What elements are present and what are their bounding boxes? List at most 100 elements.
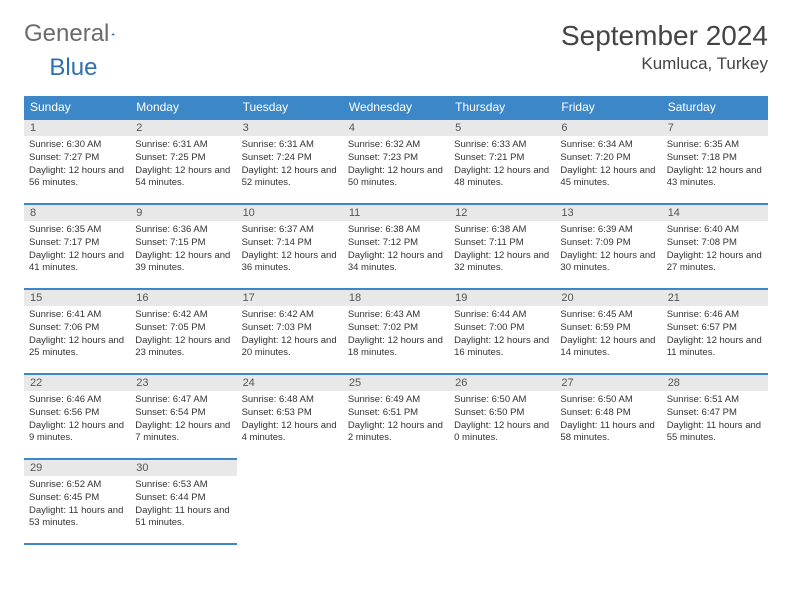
calendar-cell: 26Sunrise: 6:50 AMSunset: 6:50 PMDayligh…: [449, 374, 555, 459]
calendar-cell: 15Sunrise: 6:41 AMSunset: 7:06 PMDayligh…: [24, 289, 130, 374]
calendar-week-row: 8Sunrise: 6:35 AMSunset: 7:17 PMDaylight…: [24, 204, 768, 289]
calendar-cell: 16Sunrise: 6:42 AMSunset: 7:05 PMDayligh…: [130, 289, 236, 374]
day-number: 30: [130, 460, 236, 476]
day-details: Sunrise: 6:32 AMSunset: 7:23 PMDaylight:…: [343, 136, 449, 194]
day-details: Sunrise: 6:38 AMSunset: 7:11 PMDaylight:…: [449, 221, 555, 279]
calendar-cell: 14Sunrise: 6:40 AMSunset: 7:08 PMDayligh…: [662, 204, 768, 289]
title-block: September 2024 Kumluca, Turkey: [561, 20, 768, 74]
calendar-cell: 1Sunrise: 6:30 AMSunset: 7:27 PMDaylight…: [24, 119, 130, 204]
day-details: Sunrise: 6:48 AMSunset: 6:53 PMDaylight:…: [237, 391, 343, 449]
day-details: Sunrise: 6:31 AMSunset: 7:25 PMDaylight:…: [130, 136, 236, 194]
day-details: Sunrise: 6:50 AMSunset: 6:48 PMDaylight:…: [555, 391, 661, 449]
day-details: Sunrise: 6:36 AMSunset: 7:15 PMDaylight:…: [130, 221, 236, 279]
day-number: 1: [24, 120, 130, 136]
logo-triangle-icon: [111, 25, 115, 43]
calendar-cell: 28Sunrise: 6:51 AMSunset: 6:47 PMDayligh…: [662, 374, 768, 459]
calendar-cell: 9Sunrise: 6:36 AMSunset: 7:15 PMDaylight…: [130, 204, 236, 289]
day-number: 2: [130, 120, 236, 136]
month-title: September 2024: [561, 20, 768, 52]
day-details: Sunrise: 6:44 AMSunset: 7:00 PMDaylight:…: [449, 306, 555, 364]
day-number: 19: [449, 290, 555, 306]
logo-text-general: General: [24, 20, 109, 48]
calendar-cell: 27Sunrise: 6:50 AMSunset: 6:48 PMDayligh…: [555, 374, 661, 459]
calendar-cell: [662, 459, 768, 544]
calendar-cell: 18Sunrise: 6:43 AMSunset: 7:02 PMDayligh…: [343, 289, 449, 374]
day-details: Sunrise: 6:42 AMSunset: 7:03 PMDaylight:…: [237, 306, 343, 364]
day-number: 6: [555, 120, 661, 136]
day-number: 12: [449, 205, 555, 221]
weekday-header: Tuesday: [237, 96, 343, 119]
location: Kumluca, Turkey: [561, 54, 768, 74]
day-number: 3: [237, 120, 343, 136]
calendar-week-row: 1Sunrise: 6:30 AMSunset: 7:27 PMDaylight…: [24, 119, 768, 204]
calendar-cell: 4Sunrise: 6:32 AMSunset: 7:23 PMDaylight…: [343, 119, 449, 204]
day-number: 29: [24, 460, 130, 476]
weekday-header: Sunday: [24, 96, 130, 119]
day-details: Sunrise: 6:38 AMSunset: 7:12 PMDaylight:…: [343, 221, 449, 279]
calendar-cell: [237, 459, 343, 544]
day-number: 28: [662, 375, 768, 391]
calendar-cell: 21Sunrise: 6:46 AMSunset: 6:57 PMDayligh…: [662, 289, 768, 374]
calendar-week-row: 22Sunrise: 6:46 AMSunset: 6:56 PMDayligh…: [24, 374, 768, 459]
day-number: 27: [555, 375, 661, 391]
day-number: 26: [449, 375, 555, 391]
calendar-cell: 6Sunrise: 6:34 AMSunset: 7:20 PMDaylight…: [555, 119, 661, 204]
day-number: 9: [130, 205, 236, 221]
day-number: 5: [449, 120, 555, 136]
day-details: Sunrise: 6:40 AMSunset: 7:08 PMDaylight:…: [662, 221, 768, 279]
calendar-cell: 20Sunrise: 6:45 AMSunset: 6:59 PMDayligh…: [555, 289, 661, 374]
day-number: 14: [662, 205, 768, 221]
day-number: 16: [130, 290, 236, 306]
day-number: 18: [343, 290, 449, 306]
calendar-cell: 12Sunrise: 6:38 AMSunset: 7:11 PMDayligh…: [449, 204, 555, 289]
day-details: Sunrise: 6:35 AMSunset: 7:18 PMDaylight:…: [662, 136, 768, 194]
day-number: 15: [24, 290, 130, 306]
day-details: Sunrise: 6:34 AMSunset: 7:20 PMDaylight:…: [555, 136, 661, 194]
day-details: Sunrise: 6:31 AMSunset: 7:24 PMDaylight:…: [237, 136, 343, 194]
day-details: Sunrise: 6:45 AMSunset: 6:59 PMDaylight:…: [555, 306, 661, 364]
calendar-cell: 10Sunrise: 6:37 AMSunset: 7:14 PMDayligh…: [237, 204, 343, 289]
day-details: Sunrise: 6:42 AMSunset: 7:05 PMDaylight:…: [130, 306, 236, 364]
calendar-cell: 25Sunrise: 6:49 AMSunset: 6:51 PMDayligh…: [343, 374, 449, 459]
calendar-cell: 2Sunrise: 6:31 AMSunset: 7:25 PMDaylight…: [130, 119, 236, 204]
calendar-cell: 17Sunrise: 6:42 AMSunset: 7:03 PMDayligh…: [237, 289, 343, 374]
day-number: 20: [555, 290, 661, 306]
weekday-header-row: Sunday Monday Tuesday Wednesday Thursday…: [24, 96, 768, 119]
day-details: Sunrise: 6:46 AMSunset: 6:57 PMDaylight:…: [662, 306, 768, 364]
calendar-cell: 30Sunrise: 6:53 AMSunset: 6:44 PMDayligh…: [130, 459, 236, 544]
day-number: 4: [343, 120, 449, 136]
day-number: 24: [237, 375, 343, 391]
day-details: Sunrise: 6:47 AMSunset: 6:54 PMDaylight:…: [130, 391, 236, 449]
weekday-header: Wednesday: [343, 96, 449, 119]
weekday-header: Saturday: [662, 96, 768, 119]
calendar-cell: 11Sunrise: 6:38 AMSunset: 7:12 PMDayligh…: [343, 204, 449, 289]
day-number: 25: [343, 375, 449, 391]
day-number: 21: [662, 290, 768, 306]
day-number: 11: [343, 205, 449, 221]
calendar-cell: 29Sunrise: 6:52 AMSunset: 6:45 PMDayligh…: [24, 459, 130, 544]
day-details: Sunrise: 6:39 AMSunset: 7:09 PMDaylight:…: [555, 221, 661, 279]
day-details: Sunrise: 6:46 AMSunset: 6:56 PMDaylight:…: [24, 391, 130, 449]
calendar-cell: 24Sunrise: 6:48 AMSunset: 6:53 PMDayligh…: [237, 374, 343, 459]
weekday-header: Friday: [555, 96, 661, 119]
day-details: Sunrise: 6:30 AMSunset: 7:27 PMDaylight:…: [24, 136, 130, 194]
day-details: Sunrise: 6:37 AMSunset: 7:14 PMDaylight:…: [237, 221, 343, 279]
day-number: 17: [237, 290, 343, 306]
calendar-cell: [343, 459, 449, 544]
day-number: 23: [130, 375, 236, 391]
calendar-cell: 22Sunrise: 6:46 AMSunset: 6:56 PMDayligh…: [24, 374, 130, 459]
calendar-cell: 7Sunrise: 6:35 AMSunset: 7:18 PMDaylight…: [662, 119, 768, 204]
day-details: Sunrise: 6:50 AMSunset: 6:50 PMDaylight:…: [449, 391, 555, 449]
calendar-cell: [449, 459, 555, 544]
day-number: 7: [662, 120, 768, 136]
logo: General: [24, 20, 137, 48]
day-details: Sunrise: 6:49 AMSunset: 6:51 PMDaylight:…: [343, 391, 449, 449]
day-number: 22: [24, 375, 130, 391]
day-details: Sunrise: 6:35 AMSunset: 7:17 PMDaylight:…: [24, 221, 130, 279]
calendar-cell: [555, 459, 661, 544]
day-number: 8: [24, 205, 130, 221]
day-details: Sunrise: 6:52 AMSunset: 6:45 PMDaylight:…: [24, 476, 130, 534]
weekday-header: Thursday: [449, 96, 555, 119]
day-details: Sunrise: 6:53 AMSunset: 6:44 PMDaylight:…: [130, 476, 236, 534]
calendar-cell: 5Sunrise: 6:33 AMSunset: 7:21 PMDaylight…: [449, 119, 555, 204]
